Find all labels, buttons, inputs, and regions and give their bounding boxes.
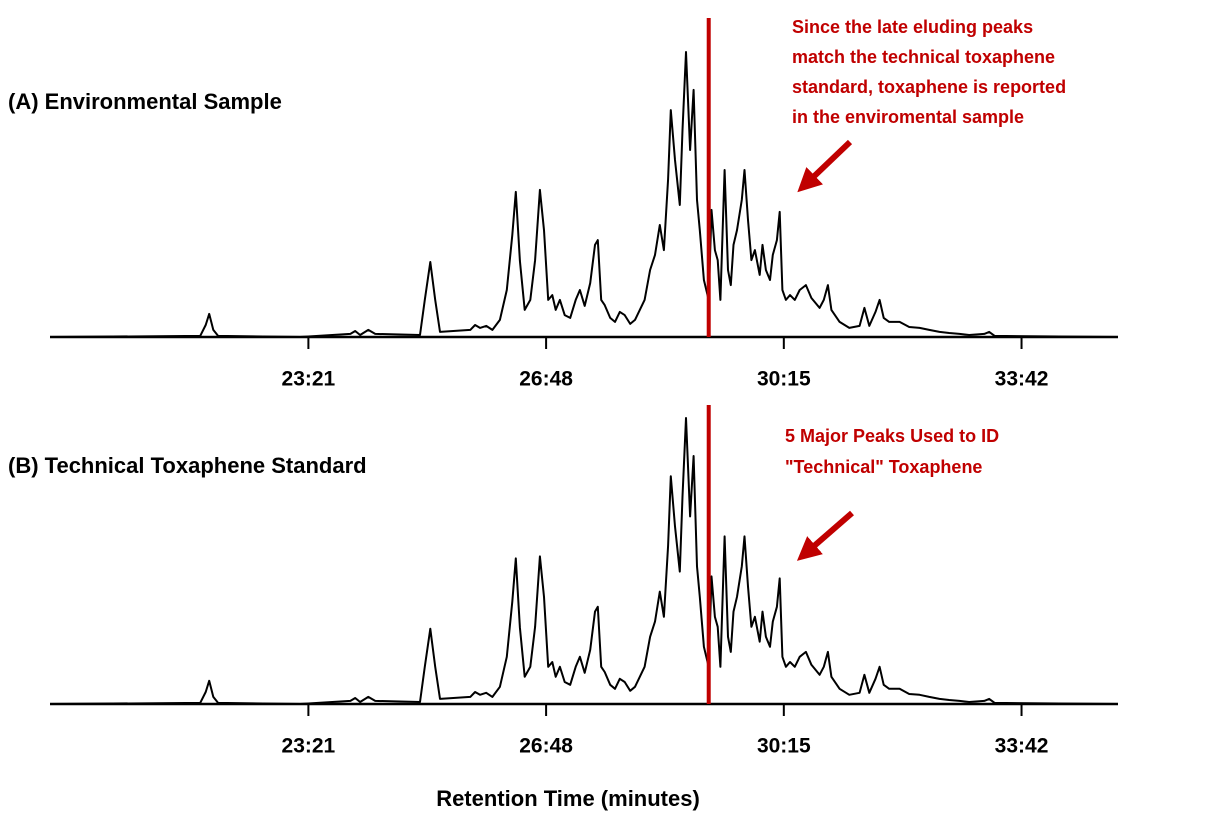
x-tick-label: 30:15 xyxy=(757,735,811,758)
annotation: in the enviromental sample xyxy=(792,107,1024,127)
annotation: 5 Major Peaks Used to ID xyxy=(785,426,999,446)
chromatogram-trace xyxy=(50,51,1118,338)
x-axis-label: Retention Time (minutes) xyxy=(436,786,700,811)
arrow xyxy=(797,139,853,193)
x-tick-label: 33:42 xyxy=(995,368,1049,391)
x-tick-label: 23:21 xyxy=(282,368,336,391)
annotation: "Technical" Toxaphene xyxy=(785,457,982,477)
x-tick-label: 26:48 xyxy=(519,735,573,758)
x-tick-label: 23:21 xyxy=(282,735,336,758)
x-tick-label: 26:48 xyxy=(519,368,573,391)
x-tick-label: 33:42 xyxy=(995,735,1049,758)
arrow xyxy=(796,510,854,561)
panel-title: (A) Environmental Sample xyxy=(8,89,282,114)
panel-title: (B) Technical Toxaphene Standard xyxy=(8,453,367,478)
annotation: match the technical toxaphene xyxy=(792,47,1055,67)
x-tick-label: 30:15 xyxy=(757,368,811,391)
annotation: standard, toxaphene is reported xyxy=(792,77,1066,97)
chromatogram-trace xyxy=(50,417,1118,705)
annotation: Since the late eluding peaks xyxy=(792,17,1033,37)
